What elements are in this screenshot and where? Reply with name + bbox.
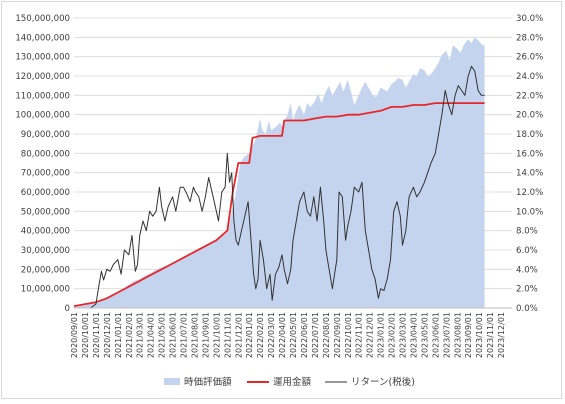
x-tick-label: 2022/02/01 xyxy=(256,312,265,358)
x-tick-label: 2023/10/01 xyxy=(475,312,484,358)
y-left-tick-label: 20,000,000 xyxy=(21,265,70,275)
y-right-tick-label: 8.0% xyxy=(516,227,538,237)
x-tick-label: 2020/09/01 xyxy=(70,312,79,358)
y-right-tick-label: 26.0% xyxy=(516,53,543,63)
market-value-area-layer xyxy=(74,37,485,309)
y-right-tick-label: 28.0% xyxy=(516,33,543,43)
y-left-tick-label: 70,000,000 xyxy=(21,169,70,179)
x-tick-label: 2021/01/01 xyxy=(114,312,123,358)
x-tick-labels: 2020/09/01 2020/10/01 2020/11/01 2020/12/01… xyxy=(70,312,506,358)
y-right-tick-label: 18.0% xyxy=(516,130,543,140)
x-tick-label: 2023/09/01 xyxy=(464,312,473,358)
y-right-tick-label: 16.0% xyxy=(516,149,543,159)
series-line-return xyxy=(74,65,485,309)
x-tick-label: 2021/06/01 xyxy=(169,312,178,358)
x-tick-label: 2022/10/01 xyxy=(344,312,353,358)
y-left-tick-label: 40,000,000 xyxy=(21,227,70,237)
series-line-invested xyxy=(73,102,485,307)
legend-label: 時価評価額 xyxy=(184,376,232,388)
chart: 0 10,000,000 20,000,000 30,000,000 40,000,00… xyxy=(15,14,543,388)
x-tick-label: 2023/11/01 xyxy=(486,312,495,358)
x-tick-label: 2020/10/01 xyxy=(81,312,90,358)
x-tick-label: 2023/05/01 xyxy=(420,312,429,358)
x-tick-label: 2021/10/01 xyxy=(212,312,221,358)
x-tick-label: 2021/09/01 xyxy=(201,312,210,358)
x-tick-label: 2021/03/01 xyxy=(136,312,145,358)
x-tick-label: 2022/04/01 xyxy=(278,312,287,358)
y-left-tick-label: 30,000,000 xyxy=(21,246,70,256)
x-tick-label: 2022/06/01 xyxy=(300,312,309,358)
x-tick-label: 2021/07/01 xyxy=(180,312,189,358)
x-tick-label: 2021/05/01 xyxy=(158,312,167,358)
x-tick-label: 2023/01/01 xyxy=(377,312,386,358)
y-left-tick-label: 140,000,000 xyxy=(15,33,70,43)
x-tick-label: 2020/12/01 xyxy=(103,312,112,358)
x-tick-label: 2023/12/01 xyxy=(497,312,506,358)
y-right-tick-label: 30.0% xyxy=(516,14,543,24)
y-right-tick-label: 12.0% xyxy=(516,188,543,198)
y-right-tick-label: 22.0% xyxy=(516,91,543,101)
y-left-tick-labels: 0 10,000,000 20,000,000 30,000,000 40,000,00… xyxy=(15,14,70,314)
y-right-tick-labels: 0.0% 2.0% 4.0% 6.0% 8.0% 10.0% 12.0% 14.0% 16.0%… xyxy=(516,14,543,314)
y-left-tick-label: 130,000,000 xyxy=(15,53,70,63)
y-right-tick-label: 24.0% xyxy=(516,72,543,82)
x-tick-label: 2022/07/01 xyxy=(311,312,320,358)
x-tick-label: 2023/08/01 xyxy=(453,312,462,358)
y-left-tick-label: 150,000,000 xyxy=(15,14,70,24)
x-tick-label: 2021/04/01 xyxy=(147,312,156,358)
x-tick-label: 2022/08/01 xyxy=(322,312,331,358)
y-left-tick-label: 120,000,000 xyxy=(15,72,70,82)
y-left-tick-label: 90,000,000 xyxy=(21,130,70,140)
x-tick-label: 2022/05/01 xyxy=(289,312,298,358)
x-tick-label: 2023/06/01 xyxy=(431,312,440,358)
y-left-tick-label: 50,000,000 xyxy=(21,207,70,217)
legend: 時価評価額 運用金額 リターン(税後) xyxy=(164,376,415,388)
x-tick-label: 2023/04/01 xyxy=(409,312,418,358)
legend-label: 運用金額 xyxy=(273,376,312,388)
y-right-tick-label: 2.0% xyxy=(516,285,538,295)
line-series-layer xyxy=(73,65,485,309)
x-tick-label: 2022/12/01 xyxy=(366,312,375,358)
legend-swatch xyxy=(164,378,180,385)
y-left-tick-label: 60,000,000 xyxy=(21,188,70,198)
x-tick-label: 2023/07/01 xyxy=(442,312,451,358)
legend-label: リターン(税後) xyxy=(351,376,415,388)
series-area-market-value xyxy=(74,37,485,309)
x-tick-label: 2021/08/01 xyxy=(190,312,199,358)
x-tick-label: 2022/09/01 xyxy=(333,312,342,358)
y-left-tick-label: 0 xyxy=(65,304,70,314)
x-tick-label: 2023/03/01 xyxy=(399,312,408,358)
x-tick-label: 2021/11/01 xyxy=(223,312,232,358)
y-right-tick-label: 6.0% xyxy=(516,246,538,256)
y-left-tick-label: 10,000,000 xyxy=(21,285,70,295)
y-right-tick-label: 4.0% xyxy=(516,265,538,275)
x-tick-label: 2022/01/01 xyxy=(245,312,254,358)
y-left-tick-label: 110,000,000 xyxy=(15,91,70,101)
x-tick-label: 2022/03/01 xyxy=(267,312,276,358)
x-tick-label: 2023/02/01 xyxy=(388,312,397,358)
x-tick-label: 2021/12/01 xyxy=(234,312,243,358)
y-right-tick-label: 14.0% xyxy=(516,169,543,179)
y-right-tick-label: 0.0% xyxy=(516,304,538,314)
x-tick-label: 2020/11/01 xyxy=(92,312,101,358)
y-right-tick-label: 20.0% xyxy=(516,111,543,121)
x-tick-label: 2022/11/01 xyxy=(355,312,364,358)
chart-frame: 0 10,000,000 20,000,000 30,000,000 40,000,00… xyxy=(1,1,562,399)
y-left-tick-label: 80,000,000 xyxy=(21,149,70,159)
x-tick-label: 2021/02/01 xyxy=(125,312,134,358)
y-right-tick-label: 10.0% xyxy=(516,207,543,217)
y-left-tick-label: 100,000,000 xyxy=(15,111,70,121)
